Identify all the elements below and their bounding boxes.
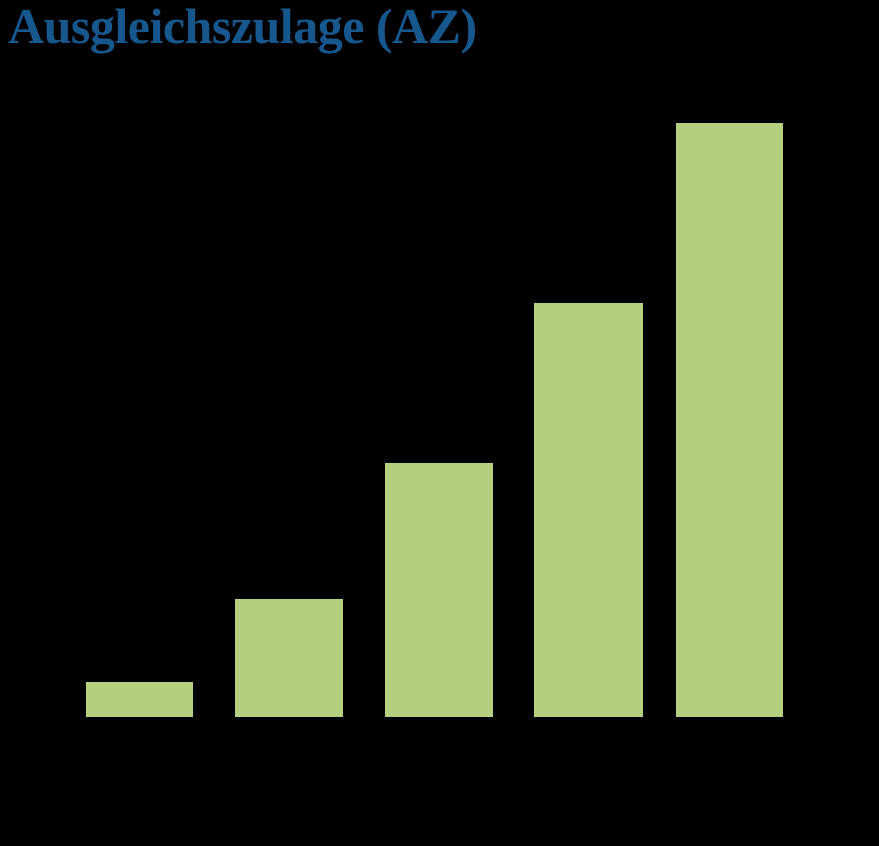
bar-2 <box>235 599 343 717</box>
bar-4 <box>534 303 643 717</box>
chart-title: Ausgleichszulage (AZ) <box>8 0 477 54</box>
bar-5 <box>676 123 783 717</box>
bar-1 <box>86 682 193 717</box>
bar-3 <box>385 463 493 717</box>
